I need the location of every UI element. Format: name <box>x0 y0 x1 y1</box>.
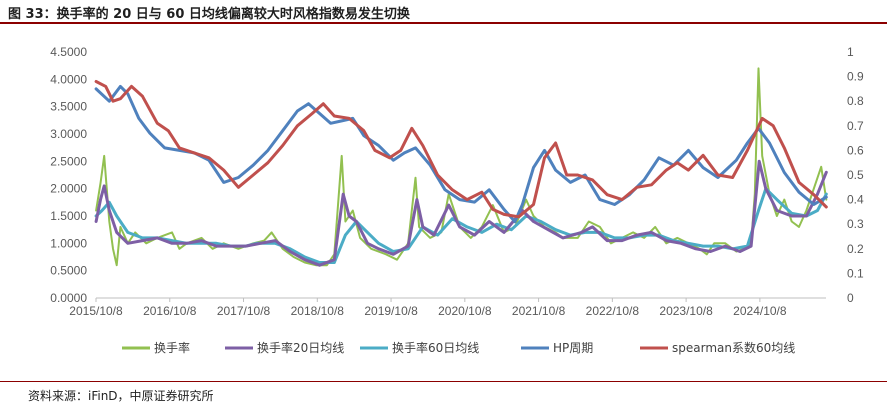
legend-label-0: 换手率 <box>154 340 190 355</box>
y-right-tick-label: 1 <box>847 45 854 59</box>
series-line-3 <box>94 84 828 224</box>
y-left-tick-label: 0.0000 <box>50 291 87 305</box>
y-right-tick-label: 0.1 <box>847 266 864 280</box>
series-line-4 <box>94 80 828 219</box>
series-line-1 <box>94 159 828 267</box>
y-right-tick-label: 0 <box>847 291 854 305</box>
axes-layer: 0.0000 0.5000 1.0000 1.5000 2.0000 2.5000 3.00… <box>50 45 864 318</box>
title-rule <box>0 22 887 24</box>
x-tick-label: 2020/10/8 <box>438 304 492 318</box>
y-left-tick-label: 3.5000 <box>50 100 87 114</box>
y-right-tick-label: 0.6 <box>847 143 864 157</box>
x-tick-label: 2015/10/8 <box>69 304 123 318</box>
figure-title: 图 33：换手率的 20 日与 60 日均线偏离较大时风格指数易发生切换 <box>8 7 410 22</box>
x-tick-label: 2016/10/8 <box>143 304 197 318</box>
y-left-tick-label: 1.5000 <box>50 209 87 223</box>
x-tick-label: 2017/10/8 <box>217 304 271 318</box>
legend: 换手率 换手率20日均线 换手率60日均线 HP周期 spearman系数60均线 <box>122 340 795 355</box>
series-layer <box>94 67 828 267</box>
y-right-tick-label: 0.3 <box>847 217 864 231</box>
y-left-tick-label: 3.0000 <box>50 127 87 141</box>
y-right-tick-label: 0.5 <box>847 168 864 182</box>
chart-canvas: 0.0000 0.5000 1.0000 1.5000 2.0000 2.5000 3.00… <box>50 45 864 355</box>
legend-label-3: HP周期 <box>553 341 593 355</box>
y-left-tick-label: 4.5000 <box>50 45 87 59</box>
x-tick-label: 2019/10/8 <box>364 304 418 318</box>
x-tick-label: 2023/10/8 <box>659 304 713 318</box>
y-left-tick-label: 2.5000 <box>50 154 87 168</box>
y-left-tick-label: 2.0000 <box>50 182 87 196</box>
source-rule <box>0 381 887 382</box>
y-right-tick-label: 0.7 <box>847 119 864 133</box>
source-note: 资料来源：iFinD，中原证券研究所 <box>28 389 214 403</box>
series-line-0 <box>95 67 828 267</box>
y-left-tick-label: 0.5000 <box>50 264 87 278</box>
y-right-tick-label: 0.8 <box>847 94 864 108</box>
legend-label-4: spearman系数60均线 <box>672 340 795 355</box>
y-right-tick-label: 0.4 <box>847 193 864 207</box>
y-right-tick-label: 0.2 <box>847 242 864 256</box>
x-tick-label: 2024/10/8 <box>733 304 787 318</box>
y-left-tick-label: 1.0000 <box>50 236 87 250</box>
x-tick-label: 2022/10/8 <box>586 304 640 318</box>
x-tick-label: 2018/10/8 <box>291 304 345 318</box>
series-line-2 <box>94 187 828 264</box>
y-left-tick-label: 4.0000 <box>50 72 87 86</box>
y-right-tick-label: 0.9 <box>847 70 864 84</box>
legend-label-1: 换手率20日均线 <box>257 340 344 355</box>
legend-label-2: 换手率60日均线 <box>392 340 479 355</box>
x-tick-label: 2021/10/8 <box>512 304 566 318</box>
